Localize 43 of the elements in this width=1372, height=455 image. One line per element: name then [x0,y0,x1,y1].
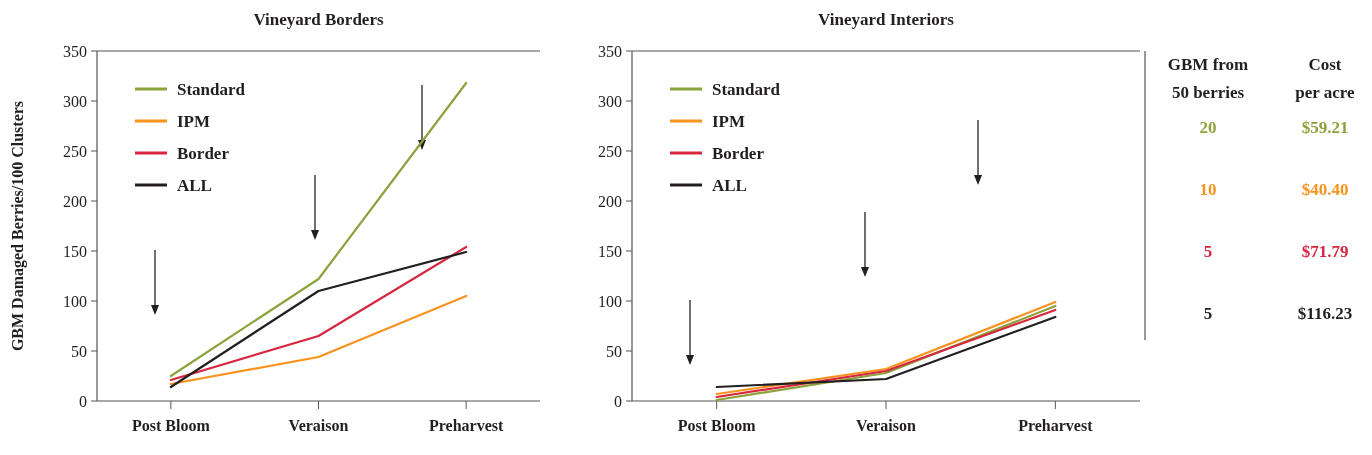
y-axis-title: GBM Damaged Berries/100 Clusters [9,100,27,352]
data-label: 5 [1203,304,1213,323]
chart-title: Vineyard Borders [253,10,384,29]
x-tick-label: Veraison [856,417,917,434]
y-tick-label: 50 [71,342,87,360]
y-tick-label: 150 [63,242,87,260]
legend-label: Border [177,143,230,163]
chart-title: Vineyard Interiors [818,10,955,29]
legend-label: Standard [177,79,246,99]
x-tick-label: Post Bloom [677,417,757,434]
legend-label: IPM [177,111,211,131]
data-label: $71.79 [1301,242,1349,261]
data-label: $40.40 [1301,180,1349,199]
legend-label: Standard [712,79,781,99]
category-label: GBM from 50 berries [1167,55,1249,102]
legend-label: ALL [177,175,212,195]
legend-label: IPM [712,111,746,131]
y-tick-label: 50 [606,342,622,360]
y-tick-label: 0 [79,392,87,410]
legend-label: Border [712,143,765,163]
x-tick-label: Preharvest [1018,417,1094,434]
y-tick-label: 350 [63,42,87,60]
data-label: 20 [1199,118,1217,137]
legend-label: ALL [712,175,747,195]
data-label: 10 [1199,180,1217,199]
y-tick-label: 250 [63,142,87,160]
y-tick-label: 100 [63,292,87,310]
data-label: $59.21 [1301,118,1349,137]
y-tick-label: 350 [598,42,622,60]
data-label: $116.23 [1297,304,1353,323]
y-tick-label: 250 [598,142,622,160]
x-tick-label: Post Bloom [131,417,211,434]
y-tick-label: 100 [598,292,622,310]
y-tick-label: 0 [614,392,622,410]
x-tick-label: Preharvest [428,417,505,434]
y-tick-label: 300 [63,92,87,110]
data-label: 5 [1203,242,1213,261]
y-tick-label: 200 [598,192,622,210]
y-tick-label: 150 [598,242,622,260]
category-label: Cost per acre [1295,55,1356,102]
x-tick-label: Veraison [288,417,349,434]
y-tick-label: 300 [598,92,622,110]
y-tick-label: 200 [63,192,87,210]
